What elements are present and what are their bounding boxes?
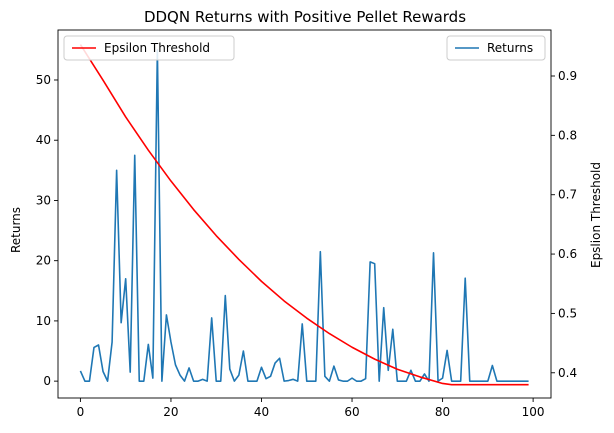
- legend-upper-right: Returns: [446, 35, 546, 61]
- legend-box: [63, 35, 235, 61]
- axes-layer: 0 20 40 60 80 100 0 10 20 30 40 50 0.4 0.5 0.6 0.7 0.8 0.…: [36, 29, 577, 419]
- x-tick-label: 80: [435, 405, 450, 419]
- left-y-tick-label: 20: [36, 254, 51, 268]
- legend-label: Epsilon Threshold: [104, 41, 210, 55]
- legend-upper-left: Epsilon Threshold: [63, 35, 235, 61]
- series-line-returns: [79, 49, 529, 382]
- x-tick-label: 60: [344, 405, 359, 419]
- legend-box: [446, 35, 546, 61]
- left-y-tick-label: 0: [43, 374, 51, 388]
- chart-title: DDQN Returns with Positive Pellet Reward…: [144, 8, 466, 26]
- right-y-axis-label: Epslion Threshold: [589, 162, 603, 268]
- right-y-tick-label: 0.9: [558, 69, 577, 83]
- left-y-tick-label: 50: [36, 73, 51, 87]
- left-y-tick-label: 10: [36, 314, 51, 328]
- right-y-tick-label: 0.4: [558, 366, 577, 380]
- series-layer: [79, 44, 529, 386]
- left-y-axis-label: Returns: [9, 207, 23, 253]
- legend-layer: Epsilon Threshold Returns: [63, 35, 546, 61]
- right-y-tick-label: 0.8: [558, 128, 577, 142]
- plot-frame: [57, 29, 552, 399]
- right-y-tick-label: 0.6: [558, 247, 577, 261]
- x-tick-label: 100: [522, 405, 545, 419]
- legend-label: Returns: [487, 41, 533, 55]
- series-line-epsilon-threshold: [79, 44, 529, 386]
- left-y-tick-label: 30: [36, 193, 51, 207]
- right-y-tick-label: 0.7: [558, 188, 577, 202]
- x-tick-label: 0: [77, 405, 85, 419]
- right-y-tick-label: 0.5: [558, 306, 577, 320]
- x-tick-label: 40: [254, 405, 269, 419]
- left-y-tick-label: 40: [36, 133, 51, 147]
- x-tick-label: 20: [163, 405, 178, 419]
